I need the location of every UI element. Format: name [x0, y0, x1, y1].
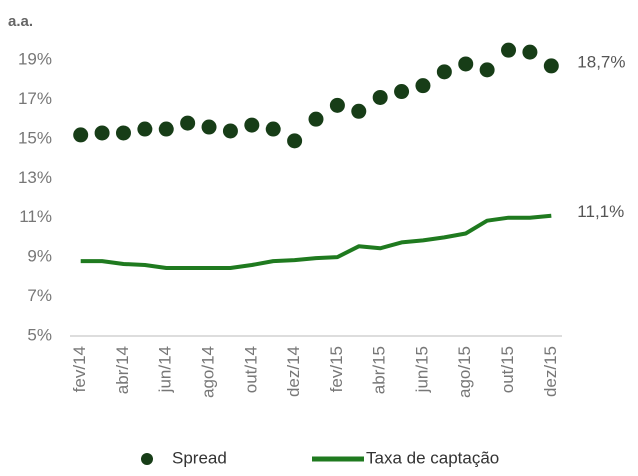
spread-dot: [244, 117, 260, 133]
spread-dot: [180, 115, 196, 131]
y-tick-label: 19%: [18, 49, 52, 68]
spread-dot: [543, 58, 559, 74]
spread-dot: [372, 89, 388, 105]
y-tick-label: 7%: [27, 286, 52, 305]
x-tick-label: abr/14: [113, 346, 132, 394]
spread-dot: [94, 125, 110, 141]
spread-dot: [222, 123, 238, 139]
spread-dot: [501, 42, 517, 58]
y-tick-label: 9%: [27, 247, 52, 266]
spread-dot: [458, 56, 474, 72]
y-tick-label: 17%: [18, 89, 52, 108]
legend-label: Taxa de captação: [366, 448, 499, 467]
spread-dot: [436, 64, 452, 80]
x-tick-label: jun/15: [412, 346, 431, 393]
unit-label: a.a.: [8, 13, 33, 30]
spread-dot: [351, 103, 367, 119]
spread-dot: [308, 111, 324, 127]
spread-dot: [415, 78, 431, 94]
spread-dot: [265, 121, 281, 137]
x-tick-label: ago/15: [455, 346, 474, 398]
legend-label: Spread: [172, 448, 227, 467]
x-tick-label: dez/15: [541, 346, 560, 397]
y-tick-label: 11%: [19, 207, 52, 226]
spread-dot: [115, 125, 131, 141]
y-tick-label: 15%: [18, 128, 52, 147]
x-tick-label: fev/14: [70, 346, 89, 392]
spread-dot: [137, 121, 153, 137]
series-line: [80, 213, 552, 270]
y-tick-label: 13%: [18, 168, 52, 187]
spread-dot: [522, 44, 538, 60]
spread-dot: [479, 62, 495, 78]
x-tick-label: dez/14: [284, 346, 303, 397]
spread-dot: [73, 127, 89, 143]
spread-dot: [329, 97, 345, 113]
spread-dot: [158, 121, 174, 137]
value-label: 18,7%: [577, 52, 625, 71]
x-tick-label: out/15: [498, 346, 517, 393]
x-tick-label: out/14: [241, 346, 260, 393]
legend-dot: [141, 453, 153, 465]
y-tick-label: 5%: [27, 325, 52, 344]
spread-dot: [201, 119, 217, 135]
x-tick-label: fev/15: [327, 346, 346, 392]
x-tick-label: ago/14: [199, 346, 218, 398]
x-tick-label: abr/15: [370, 346, 389, 394]
spread-dot: [287, 133, 303, 149]
spread-dot: [394, 84, 410, 100]
x-tick-label: jun/14: [156, 346, 175, 393]
value-label: 11,1%: [577, 202, 624, 221]
